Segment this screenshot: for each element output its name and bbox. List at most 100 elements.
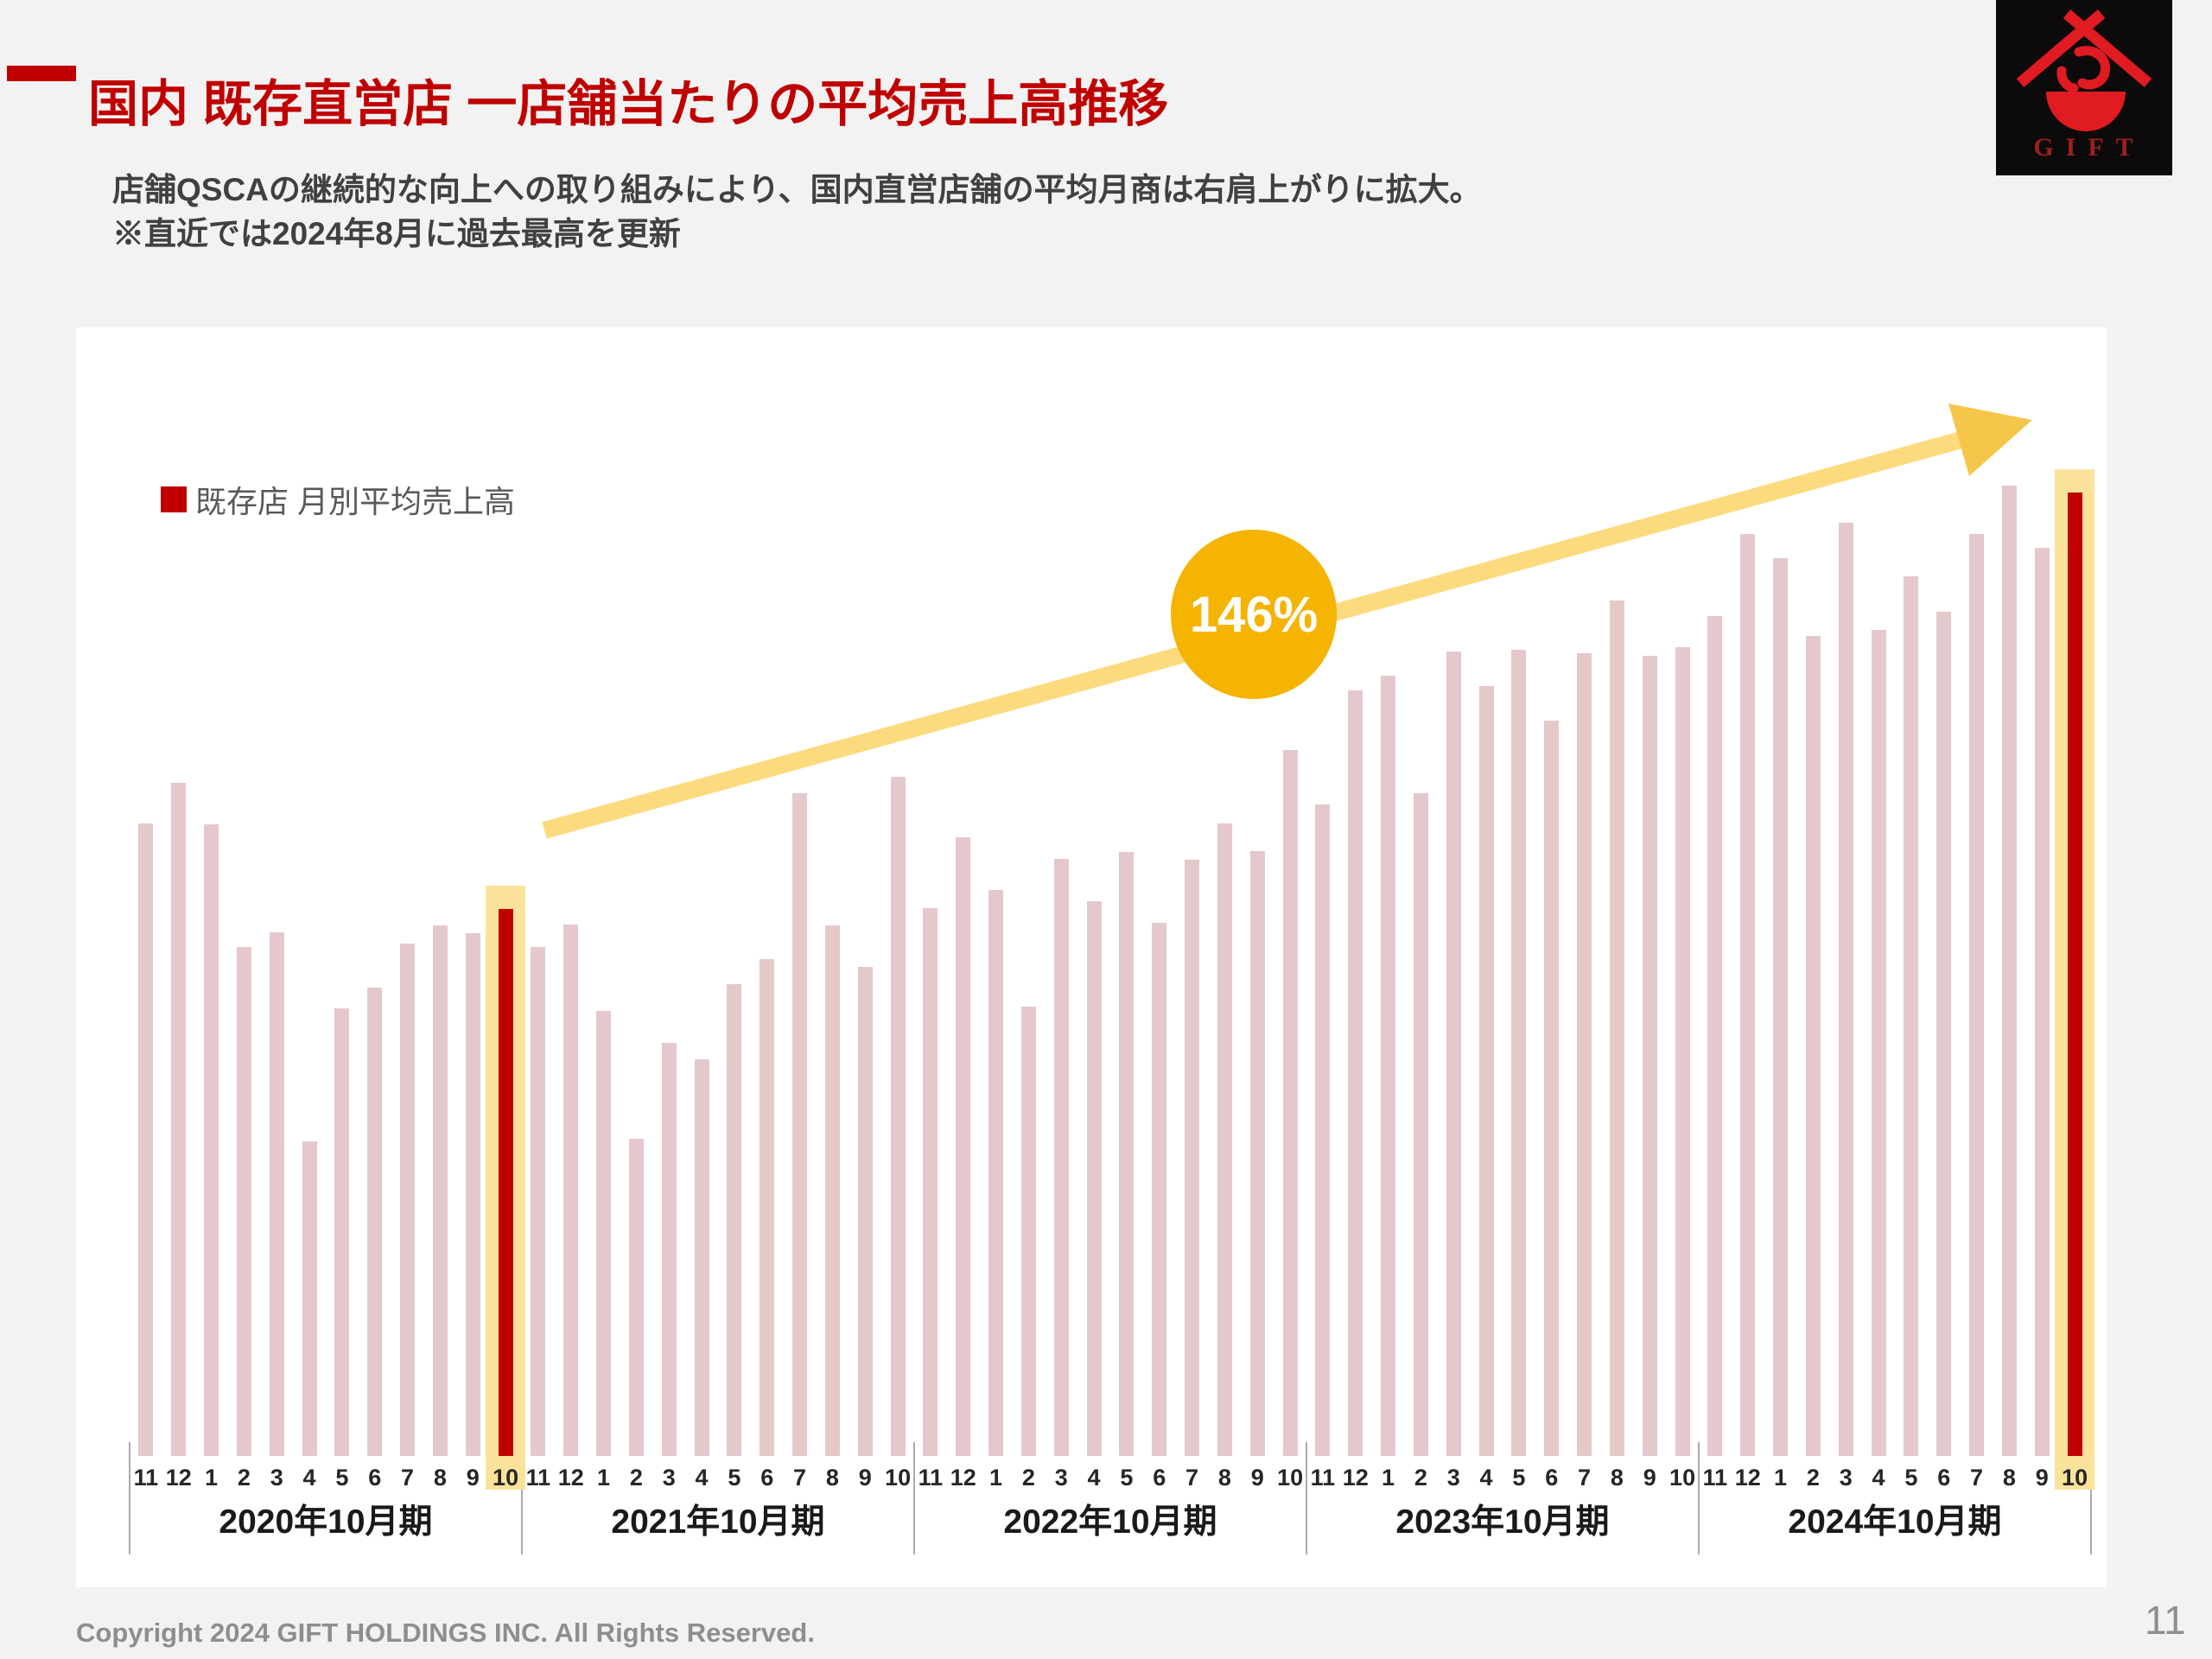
month-label-2023年10月期-12: 12 [1342,1465,1369,1491]
month-label-2021年10月期-11: 11 [525,1465,551,1491]
bar-2022年10月期-month-7 [1185,860,1200,1456]
month-label-2021年10月期-4: 4 [695,1465,709,1491]
month-label-2021年10月期-7: 7 [793,1465,807,1491]
bar-2023年10月期-month-5 [1511,650,1527,1456]
month-label-2022年10月期-5: 5 [1120,1465,1134,1491]
month-label-2023年10月期-2: 2 [1414,1465,1427,1491]
year-label-2020年10月期: 2020年10月期 [219,1503,433,1541]
gift-logo: GIFT [1996,0,2172,175]
month-label-2022年10月期-12: 12 [950,1465,976,1491]
month-label-2020年10月期-12: 12 [165,1465,192,1491]
bar-2020年10月期-month-8 [432,925,448,1456]
month-label-2023年10月期-4: 4 [1479,1465,1493,1491]
bar-2023年10月期-month-1 [1381,676,1396,1456]
month-label-2022年10月期-7: 7 [1185,1465,1199,1491]
bar-2024年10月期-month-6 [1936,612,1952,1456]
month-label-2021年10月期-6: 6 [760,1465,774,1491]
month-label-2020年10月期-11: 11 [133,1465,159,1491]
gift-emblem-icon [2016,10,2152,87]
month-label-2024年10月期-2: 2 [1806,1465,1820,1491]
bar-2023年10月期-month-8 [1609,601,1624,1456]
month-label-2022年10月期-1: 1 [989,1465,1003,1491]
month-label-2023年10月期-9: 9 [1643,1465,1656,1491]
bar-2020年10月期-month-2 [236,947,251,1456]
title-accent-dash [7,66,76,81]
month-label-2021年10月期-3: 3 [662,1465,676,1491]
month-label-2023年10月期-1: 1 [1382,1465,1395,1491]
bar-2022年10月期-month-3 [1053,859,1069,1456]
month-label-2020年10月期-6: 6 [368,1465,382,1491]
swirl-icon [2056,46,2111,93]
year-label-2022年10月期: 2022年10月期 [1003,1503,1217,1541]
month-label-2022年10月期-10: 10 [1277,1465,1304,1491]
bar-2020年10月期-month-9 [465,933,480,1456]
month-label-2020年10月期-10: 10 [493,1465,519,1491]
bar-2022年10月期-month-2 [1020,1007,1036,1456]
bar-2024年10月期-month-10 [2067,493,2082,1456]
bar-2020年10月期-month-1 [204,824,219,1456]
subtitle-line-2: ※直近では2024年8月に過去最高を更新 [112,216,681,251]
month-label-2020年10月期-1: 1 [205,1465,219,1491]
legend-swatch-red-square [161,486,187,512]
bar-2020年10月期-month-4 [302,1141,317,1456]
bar-2023年10月期-month-10 [1675,647,1690,1456]
chart-legend: 既存店 月別平均売上高 [161,477,515,522]
bar-2020年10月期-month-6 [367,988,383,1456]
bar-2023年10月期-month-12 [1348,690,1363,1456]
bar-2022年10月期-month-5 [1119,852,1135,1456]
month-label-2024年10月期-11: 11 [1702,1465,1728,1491]
month-label-2024年10月期-4: 4 [1872,1465,1885,1491]
page-title: 国内 既存直営店 一店舗当たりの平均売上高推移 [88,75,1169,132]
bar-2020年10月期-month-3 [269,932,284,1456]
month-label-2021年10月期-12: 12 [557,1465,584,1491]
bar-2021年10月期-month-4 [694,1059,709,1456]
month-label-2023年10月期-6: 6 [1545,1465,1559,1491]
bar-2024年10月期-month-8 [2001,486,2017,1456]
legend-label: 既存店 月別平均売上高 [195,484,516,519]
bar-2023年10月期-month-9 [1642,656,1657,1456]
bar-2023年10月期-month-4 [1478,686,1494,1456]
month-label-2021年10月期-10: 10 [885,1465,912,1491]
bar-2021年10月期-month-7 [792,793,808,1456]
bar-2024年10月期-month-9 [2034,548,2050,1456]
month-label-2022年10月期-2: 2 [1021,1465,1035,1491]
month-label-2024年10月期-12: 12 [1734,1465,1761,1491]
month-label-2023年10月期-10: 10 [1669,1465,1696,1491]
bar-2022年10月期-month-12 [956,837,971,1456]
year-label-2024年10月期: 2024年10月期 [1788,1503,2002,1541]
group-separator-line [1698,1442,1700,1554]
bar-2023年10月期-month-6 [1544,721,1560,1456]
bar-2024年10月期-month-7 [1969,534,1985,1456]
month-label-2020年10月期-2: 2 [237,1465,251,1491]
month-label-2021年10月期-5: 5 [728,1465,741,1491]
month-label-2020年10月期-5: 5 [335,1465,349,1491]
bar-2022年10月期-month-8 [1217,823,1232,1456]
month-label-2021年10月期-8: 8 [825,1465,839,1491]
bar-2021年10月期-month-2 [628,1139,644,1456]
bar-2022年10月期-month-10 [1282,750,1298,1456]
bar-2024年10月期-month-3 [1838,523,1853,1456]
month-label-2024年10月期-9: 9 [2035,1465,2049,1491]
year-label-2023年10月期: 2023年10月期 [1395,1503,1610,1541]
month-label-2020年10月期-7: 7 [401,1465,415,1491]
bar-2020年10月期-month-7 [400,944,416,1456]
bar-2021年10月期-month-8 [824,925,840,1456]
bar-2023年10月期-month-7 [1577,653,1592,1456]
group-separator-line [1306,1442,1307,1554]
month-label-2022年10月期-4: 4 [1087,1465,1101,1491]
bar-2023年10月期-month-2 [1413,793,1428,1456]
month-label-2023年10月期-5: 5 [1512,1465,1526,1491]
month-label-2023年10月期-7: 7 [1578,1465,1592,1491]
year-label-2021年10月期: 2021年10月期 [611,1503,825,1541]
bar-2022年10月期-month-9 [1249,851,1265,1456]
logo-wordmark: GIFT [2033,133,2145,162]
bar-2024年10月期-month-11 [1707,616,1723,1456]
month-label-2023年10月期-8: 8 [1610,1465,1624,1491]
copyright-text: Copyright 2024 GIFT HOLDINGS INC. All Ri… [76,1618,815,1648]
group-separator-line [913,1442,915,1554]
growth-badge: 146% [1171,530,1337,699]
bar-2023年10月期-month-11 [1315,804,1331,1456]
bar-2021年10月期-month-12 [563,925,579,1456]
bar-2023年10月期-month-3 [1446,652,1461,1456]
month-label-2024年10月期-3: 3 [1839,1465,1853,1491]
